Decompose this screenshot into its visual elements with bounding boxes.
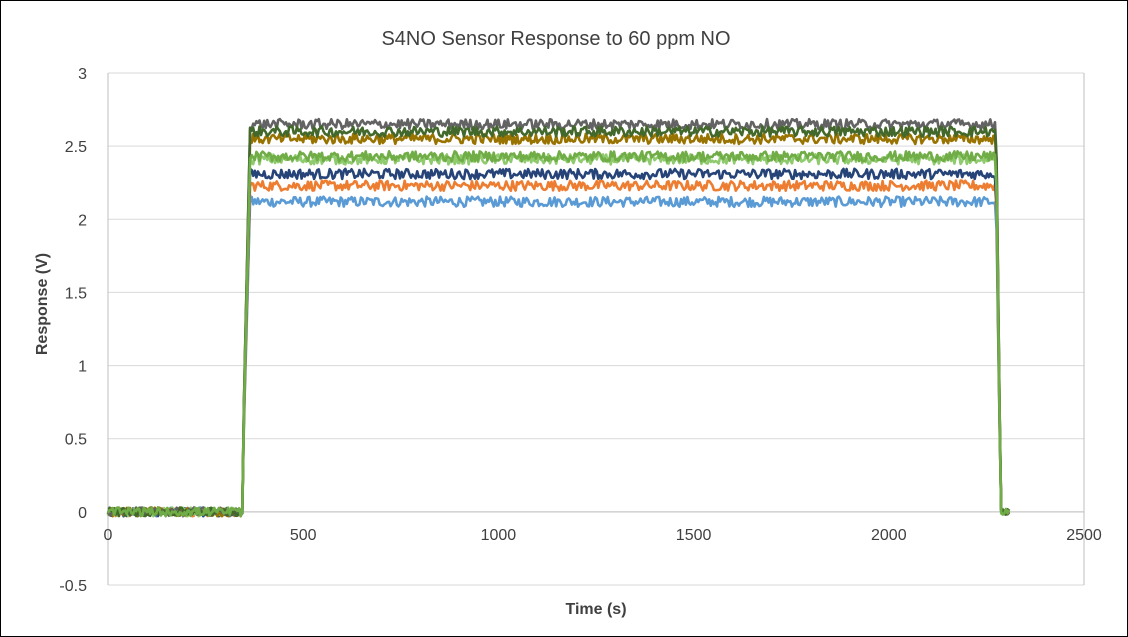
- series-group: [106, 117, 1011, 518]
- x-tick-label: 2500: [1066, 527, 1102, 544]
- y-tick-label: -0.5: [59, 578, 87, 595]
- y-tick-label: 1.5: [65, 285, 87, 302]
- plot-area: [107, 73, 1085, 585]
- series-line: [106, 150, 1011, 518]
- x-tick-label: 0: [104, 527, 113, 544]
- y-tick-label: 2.5: [65, 139, 87, 156]
- series-line: [106, 117, 1011, 518]
- gridlines: [108, 72, 1084, 586]
- chart-title: S4NO Sensor Response to 60 ppm NO: [381, 28, 730, 50]
- y-tick-label: 2: [78, 212, 87, 229]
- x-tick-label: 500: [290, 527, 317, 544]
- y-axis-ticks: 3 2.5 2 1.5 1 0.5 0 -0.5: [59, 66, 87, 595]
- y-tick-label: 3: [78, 66, 87, 83]
- y-axis-label: Response (V): [34, 253, 51, 355]
- series-line: [107, 179, 1011, 518]
- y-tick-label: 0: [78, 505, 87, 522]
- x-axis-ticks: 0 500 1000 1500 2000 2500: [104, 527, 1102, 544]
- series-line: [106, 195, 1010, 518]
- y-tick-label: 1: [78, 359, 87, 376]
- x-axis-label: Time (s): [565, 601, 626, 618]
- x-tick-label: 2000: [871, 527, 907, 544]
- y-tick-label: 0.5: [65, 432, 87, 449]
- series-line: [106, 167, 1011, 518]
- series-line: [107, 125, 1011, 518]
- x-tick-label: 1500: [676, 527, 712, 544]
- x-tick-label: 1000: [481, 527, 517, 544]
